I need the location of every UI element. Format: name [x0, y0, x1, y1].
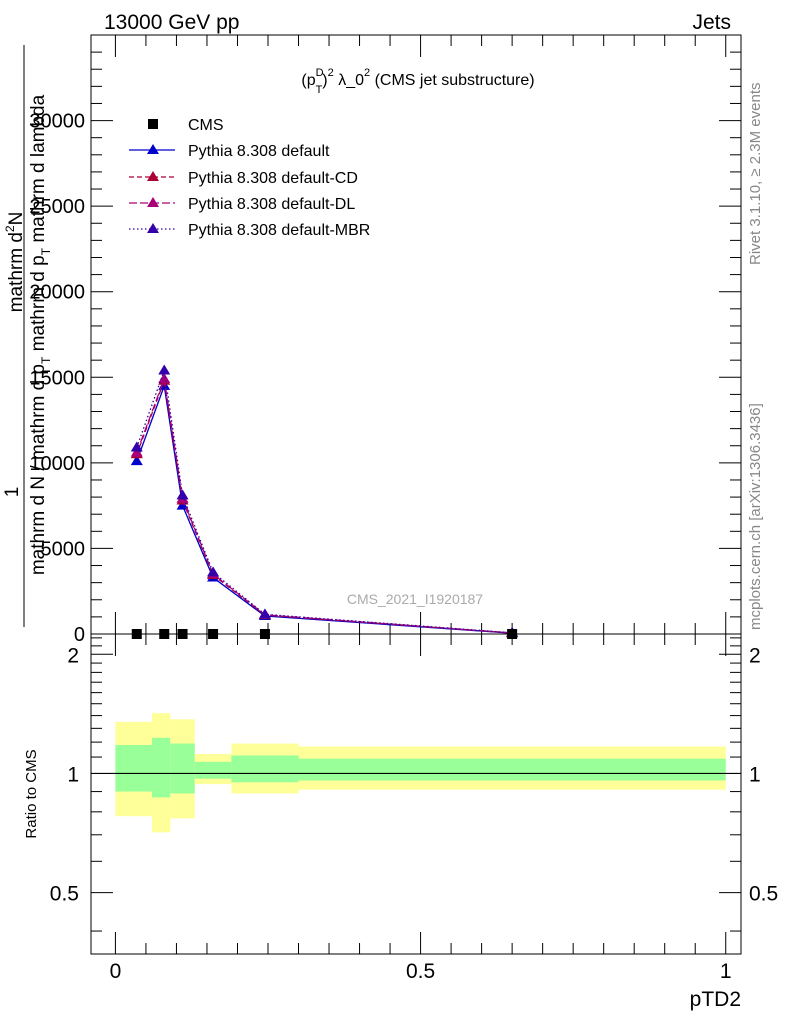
legend-marker-default	[147, 144, 159, 154]
ratio-ytick-label-right: 2	[749, 644, 761, 667]
legend-marker-cms	[148, 119, 158, 129]
mcplots-label: mcplots.cern.ch [arXiv:1306.3436]	[747, 403, 764, 630]
series-marker-0	[130, 455, 143, 466]
title-sub: T	[316, 84, 323, 96]
header-right: Jets	[692, 11, 731, 34]
title-sup1: D	[316, 67, 324, 79]
rivet-label: Rivet 3.1.10, ≥ 2.3M events	[747, 83, 764, 266]
series-marker-3	[207, 566, 220, 577]
ratio-xtick-label: 0	[110, 960, 122, 983]
legend-marker-cd	[147, 171, 159, 181]
legend-label-mbr: Pythia 8.308 default-MBR	[188, 222, 370, 239]
main-ytick-label: 0	[74, 624, 85, 646]
legend-marker-dl	[147, 197, 159, 207]
ylabel-den-2: mathrm d p	[28, 255, 49, 356]
series-marker-3	[130, 441, 143, 452]
main-ytick-label: 30000	[29, 111, 85, 133]
ratio-ytick-label-left: 2	[67, 644, 79, 667]
legend-label-cd: Pythia 8.308 default-CD	[188, 170, 358, 187]
ratio-ylabel: Ratio to CMS	[23, 749, 40, 838]
legend-label-dl: Pythia 8.308 default-DL	[188, 196, 355, 213]
ratio-band-inner	[115, 744, 153, 792]
ylabel-num-end: N	[6, 212, 27, 226]
main-ytick-label: 20000	[29, 282, 85, 304]
series-marker-3	[258, 608, 271, 619]
plot-title: (pD T)2 λ_02 (CMS jet substructure)	[301, 67, 534, 96]
ratio-ytick-label-right: 1	[749, 763, 761, 786]
main-ytick-label: 15000	[29, 367, 85, 389]
legend-marker-mbr	[147, 223, 159, 233]
series-marker-0	[176, 499, 189, 510]
series-line-3	[136, 370, 513, 634]
legend-label-default: Pythia 8.308 default	[188, 143, 330, 160]
ylabel-prefix: 1	[2, 487, 23, 498]
ylabel-numerator: mathrm d2N	[3, 212, 27, 313]
series-marker-2	[158, 372, 171, 383]
ylabel-num-text: mathrm d	[6, 232, 27, 312]
ratio-frame	[90, 633, 742, 955]
ratio-band-inner	[152, 737, 171, 798]
x-axis-label: pTD2	[690, 988, 741, 1011]
ratio-band-inner	[231, 755, 299, 783]
main-ytick-label: 5000	[41, 538, 86, 560]
title-mid: λ_0	[334, 72, 364, 89]
ratio-band-inner	[194, 761, 232, 779]
ratio-xtick-label: 1	[720, 960, 732, 983]
ylabel-den-sub2: T	[39, 247, 53, 255]
series-marker-3	[158, 364, 171, 375]
ratio-xtick-label: 0.5	[406, 960, 435, 983]
ratio-bands-group	[115, 713, 726, 833]
ratio-ytick-label-left: 1	[67, 763, 79, 786]
ratio-ytick-label-right: 0.5	[749, 883, 778, 906]
ratio-band-inner	[170, 743, 195, 794]
ylabel-denominator: mathrm d N / mathrm d pT mathrm d pT mat…	[28, 94, 53, 575]
legend: CMS Pythia 8.308 default Pythia 8.308 de…	[129, 117, 370, 239]
main-ytick-label: 25000	[29, 196, 85, 218]
title-paren-sup: )	[322, 72, 327, 89]
ratio-panel: 0.5 0.5 1 1 2 2 0 0.5 1 Ratio to CMS pTD2	[23, 633, 778, 1011]
title-sup3: 2	[364, 67, 370, 79]
main-axis-ticks: 0 5000 10000 15000 20000 25000 30000	[29, 35, 741, 646]
ratio-ytick-label-left: 0.5	[50, 883, 79, 906]
main-ylabel: 1 mathrm d2N mathrm d N / mathrm d pT ma…	[2, 45, 53, 627]
legend-label-cms: CMS	[188, 117, 224, 134]
header-left: 13000 GeV pp	[104, 11, 239, 34]
ratio-band-inner	[298, 758, 726, 781]
main-ytick-label: 10000	[29, 453, 85, 475]
series-marker-3	[176, 489, 189, 500]
series-marker-2	[130, 446, 143, 457]
analysis-watermark: CMS_2021_I1920187	[347, 591, 483, 607]
title-sup2: 2	[328, 67, 334, 79]
series-line-0	[136, 385, 513, 634]
ylabel-den-3: mathrm d lambda	[28, 94, 49, 248]
ylabel-den-1: mathrm d N / mathrm d p	[28, 364, 49, 575]
series-line-2	[136, 376, 513, 634]
ylabel-den-sub1: T	[39, 356, 53, 364]
title-end: (CMS jet substructure)	[370, 72, 534, 89]
ratio-axis-ticks: 0.5 0.5 1 1 2 2 0 0.5 1	[50, 634, 778, 983]
title-main: (p	[301, 72, 315, 89]
ylabel-num-sup: 2	[3, 225, 17, 232]
